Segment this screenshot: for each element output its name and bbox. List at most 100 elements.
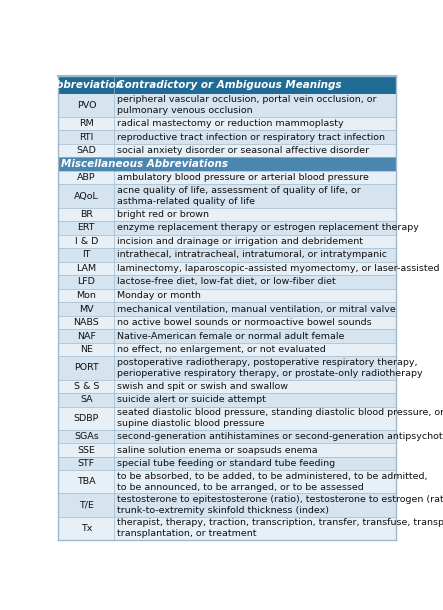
Bar bbox=[58, 470, 114, 493]
Bar bbox=[58, 457, 114, 470]
Text: SGAs: SGAs bbox=[74, 432, 99, 441]
Text: Abbreviation: Abbreviation bbox=[49, 80, 124, 90]
Bar bbox=[114, 356, 396, 379]
Text: Miscellaneous Abbreviations: Miscellaneous Abbreviations bbox=[61, 159, 228, 169]
Bar bbox=[114, 343, 396, 356]
Bar bbox=[58, 316, 114, 329]
Bar bbox=[58, 184, 114, 207]
Bar bbox=[58, 517, 114, 540]
Text: Tx: Tx bbox=[81, 524, 92, 533]
Bar bbox=[58, 289, 114, 303]
Text: saline solution enema or soapsuds enema: saline solution enema or soapsuds enema bbox=[117, 445, 317, 454]
Text: PORT: PORT bbox=[74, 364, 99, 373]
Text: suicide alert or suicide attempt: suicide alert or suicide attempt bbox=[117, 395, 265, 404]
Text: no active bowel sounds or normoactive bowel sounds: no active bowel sounds or normoactive bo… bbox=[117, 318, 371, 327]
Text: laminectomy, laparoscopic-assisted myomectomy, or laser-assisted myringotomy: laminectomy, laparoscopic-assisted myome… bbox=[117, 264, 443, 273]
Text: bright red or brown: bright red or brown bbox=[117, 210, 209, 219]
Bar bbox=[114, 248, 396, 262]
Text: SA: SA bbox=[80, 395, 93, 404]
Text: RM: RM bbox=[79, 119, 94, 128]
Text: therapist, therapy, traction, transcription, transfer, transfuse, transplant,
tr: therapist, therapy, traction, transcript… bbox=[117, 518, 443, 538]
Bar bbox=[58, 144, 114, 157]
Bar bbox=[58, 131, 114, 144]
Bar bbox=[58, 235, 114, 248]
Bar bbox=[114, 262, 396, 275]
Text: RTI: RTI bbox=[79, 132, 93, 142]
Bar bbox=[114, 316, 396, 329]
Bar bbox=[114, 443, 396, 457]
Text: testosterone to epitestosterone (ratio), testosterone to estrogen (ratio), or
tr: testosterone to epitestosterone (ratio),… bbox=[117, 495, 443, 515]
Text: enzyme replacement therapy or estrogen replacement therapy: enzyme replacement therapy or estrogen r… bbox=[117, 223, 419, 232]
Bar bbox=[58, 379, 114, 393]
Bar bbox=[58, 443, 114, 457]
Text: TBA: TBA bbox=[77, 478, 96, 486]
Text: swish and spit or swish and swallow: swish and spit or swish and swallow bbox=[117, 382, 288, 391]
Text: incision and drainage or irrigation and debridement: incision and drainage or irrigation and … bbox=[117, 237, 363, 246]
Bar bbox=[114, 493, 396, 517]
Bar bbox=[114, 457, 396, 470]
Text: postoperative radiotherapy, postoperative respiratory therapy,
perioperative res: postoperative radiotherapy, postoperativ… bbox=[117, 358, 422, 378]
Bar bbox=[114, 303, 396, 316]
Bar bbox=[58, 171, 114, 184]
Bar bbox=[58, 493, 114, 517]
Text: mechanical ventilation, manual ventilation, or mitral valve: mechanical ventilation, manual ventilati… bbox=[117, 304, 395, 314]
Text: acne quality of life, assessment of quality of life, or
asthma-related quality o: acne quality of life, assessment of qual… bbox=[117, 186, 360, 206]
Bar bbox=[58, 76, 396, 94]
Bar bbox=[58, 329, 114, 343]
Text: LFD: LFD bbox=[78, 278, 95, 287]
Text: BR: BR bbox=[80, 210, 93, 219]
Bar bbox=[58, 429, 114, 443]
Bar bbox=[114, 517, 396, 540]
Bar bbox=[58, 356, 114, 379]
Text: Contradictory or Ambiguous Meanings: Contradictory or Ambiguous Meanings bbox=[117, 80, 341, 90]
Text: special tube feeding or standard tube feeding: special tube feeding or standard tube fe… bbox=[117, 459, 335, 468]
Text: PVO: PVO bbox=[77, 101, 96, 110]
Text: AQoL: AQoL bbox=[74, 192, 99, 201]
Text: lactose-free diet, low-fat diet, or low-fiber diet: lactose-free diet, low-fat diet, or low-… bbox=[117, 278, 335, 287]
Text: reproductive tract infection or respiratory tract infection: reproductive tract infection or respirat… bbox=[117, 132, 385, 142]
Bar bbox=[114, 379, 396, 393]
Bar bbox=[114, 275, 396, 289]
Bar bbox=[58, 207, 114, 221]
Bar bbox=[114, 289, 396, 303]
Text: ERT: ERT bbox=[78, 223, 95, 232]
Bar bbox=[114, 117, 396, 131]
Text: NAF: NAF bbox=[77, 332, 96, 340]
Text: second-generation antihistamines or second-generation antipsychotics: second-generation antihistamines or seco… bbox=[117, 432, 443, 441]
Bar bbox=[114, 429, 396, 443]
Bar bbox=[114, 184, 396, 207]
Bar bbox=[114, 144, 396, 157]
Bar bbox=[114, 329, 396, 343]
Bar bbox=[58, 248, 114, 262]
Text: T/E: T/E bbox=[79, 501, 94, 509]
Bar bbox=[58, 94, 114, 117]
Text: SDBP: SDBP bbox=[74, 414, 99, 423]
Text: I & D: I & D bbox=[75, 237, 98, 246]
Text: STF: STF bbox=[78, 459, 95, 468]
Bar bbox=[58, 343, 114, 356]
Text: radical mastectomy or reduction mammoplasty: radical mastectomy or reduction mammopla… bbox=[117, 119, 343, 128]
Bar bbox=[58, 275, 114, 289]
Bar bbox=[58, 221, 114, 235]
Bar bbox=[114, 207, 396, 221]
Text: NE: NE bbox=[80, 345, 93, 354]
Bar bbox=[58, 117, 114, 131]
Bar bbox=[58, 262, 114, 275]
Text: ABP: ABP bbox=[77, 173, 96, 182]
Bar bbox=[114, 221, 396, 235]
Bar bbox=[114, 131, 396, 144]
Bar bbox=[114, 235, 396, 248]
Text: S & S: S & S bbox=[74, 382, 99, 391]
Text: SSE: SSE bbox=[78, 445, 95, 454]
Text: Monday or month: Monday or month bbox=[117, 291, 201, 300]
Bar bbox=[58, 393, 114, 406]
Text: Mon: Mon bbox=[77, 291, 96, 300]
Bar bbox=[58, 406, 114, 429]
Text: intrathecal, intratracheal, intratumoral, or intratympanic: intrathecal, intratracheal, intratumoral… bbox=[117, 251, 387, 259]
Text: IT: IT bbox=[82, 251, 91, 259]
Text: peripheral vascular occlusion, portal vein occlusion, or
pulmonary venous occlus: peripheral vascular occlusion, portal ve… bbox=[117, 95, 376, 115]
Bar bbox=[58, 157, 396, 171]
Text: SAD: SAD bbox=[77, 146, 96, 155]
Text: Native-American female or normal adult female: Native-American female or normal adult f… bbox=[117, 332, 344, 340]
Bar bbox=[114, 406, 396, 429]
